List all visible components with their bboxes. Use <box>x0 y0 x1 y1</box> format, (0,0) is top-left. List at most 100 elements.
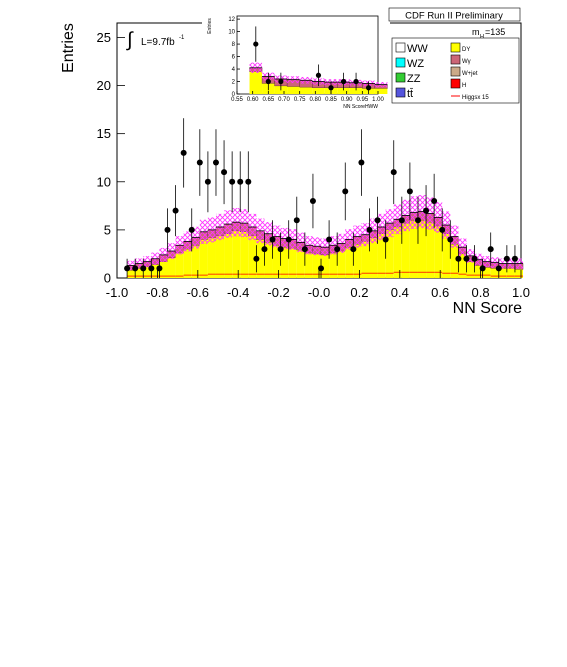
x-tick-label: 0.65 <box>262 97 274 103</box>
dy-bar <box>299 87 313 94</box>
data-point <box>180 149 187 156</box>
dy-bar <box>337 87 350 94</box>
x-tick-label: -0.6 <box>187 285 209 300</box>
dy-bar <box>256 239 265 278</box>
dy-bar <box>207 237 216 278</box>
main-x-ticks: -1.0 -0.8 -0.6 -0.4 -0.2 -0.0 0.2 0.4 0.6 0.8 1.0 <box>106 270 530 300</box>
x-tick-label: 0.4 <box>391 285 409 300</box>
y-tick-label: 5 <box>104 222 111 237</box>
dy-bar <box>474 265 483 278</box>
data-point <box>221 169 228 176</box>
x-tick-label: -0.0 <box>308 285 330 300</box>
main-y-axis-label: Entries <box>60 23 77 73</box>
data-point <box>479 265 486 272</box>
dy-bar <box>374 88 388 94</box>
data-point <box>431 198 438 205</box>
dy-bar <box>240 231 249 278</box>
dy-bar <box>329 252 338 278</box>
legend-label: W+jet <box>462 71 478 77</box>
dy-bar <box>167 257 176 278</box>
legend-swatch <box>450 78 461 89</box>
data-point <box>301 246 308 253</box>
data-point <box>277 246 284 253</box>
legend-swatch <box>395 57 406 68</box>
dy-bar <box>249 71 263 94</box>
data-point <box>124 265 131 272</box>
data-point <box>315 72 322 78</box>
dy-bar <box>409 220 418 278</box>
data-point <box>265 78 271 85</box>
legend-swatch <box>395 87 406 98</box>
dy-bar <box>287 86 300 94</box>
dy-bar <box>514 269 524 278</box>
y-tick-label: 6 <box>232 55 236 61</box>
dy-bar <box>143 266 152 278</box>
dy-bar <box>321 254 330 278</box>
legend-label: tt̄ <box>407 88 413 100</box>
dy-bar <box>417 220 427 278</box>
dy-bar <box>183 249 192 278</box>
x-tick-label: 0.75 <box>294 97 306 103</box>
x-tick-label: -0.8 <box>146 285 168 300</box>
legend-label: WW <box>407 43 428 55</box>
x-tick-label: 0.90 <box>341 97 353 103</box>
legend-label: WZ <box>407 58 424 70</box>
data-point <box>340 78 347 85</box>
data-point <box>487 246 494 253</box>
data-point <box>382 236 389 243</box>
experiment-label: CDF Run II Preliminary <box>405 11 503 22</box>
dy-bar <box>466 261 475 278</box>
data-point <box>140 265 147 272</box>
dy-bar <box>401 223 410 278</box>
data-point <box>261 246 268 253</box>
data-point <box>463 255 470 262</box>
data-point <box>366 85 372 91</box>
dy-bar <box>224 233 233 278</box>
data-point <box>328 85 334 91</box>
data-point <box>350 246 357 253</box>
legend-swatch <box>395 72 406 83</box>
mass-subscript: H <box>480 34 484 40</box>
luminosity-exponent: -1 <box>179 35 185 41</box>
legend-right-column: DY Wγ W+jet H Higgsx 15 <box>450 42 489 101</box>
dy-bar <box>232 230 241 278</box>
dy-bar <box>127 270 136 278</box>
data-point <box>406 188 413 195</box>
data-point <box>148 265 155 272</box>
legend-label: H <box>462 83 466 89</box>
data-point <box>172 207 179 214</box>
data-point <box>318 265 325 272</box>
dy-bar <box>345 247 354 278</box>
data-point <box>398 217 405 224</box>
dy-bar <box>296 250 305 278</box>
dy-bar <box>369 237 378 278</box>
dy-bar <box>312 253 322 278</box>
x-tick-label: 1.00 <box>372 97 384 103</box>
data-point <box>471 255 478 262</box>
luminosity-label: L=9.7fb <box>141 37 175 48</box>
y-tick-label: 8 <box>232 42 236 48</box>
x-tick-label: 0.6 <box>431 285 449 300</box>
data-point <box>390 169 397 176</box>
dy-bar <box>264 242 273 278</box>
data-point <box>156 265 163 272</box>
legend-label: Wγ <box>462 59 471 65</box>
data-point <box>285 236 292 243</box>
dy-bar <box>361 241 370 278</box>
data-point <box>366 226 373 233</box>
data-point <box>342 188 349 195</box>
x-tick-label: 0.2 <box>350 285 368 300</box>
dy-bar <box>377 233 386 278</box>
main-background-stack <box>126 195 524 278</box>
dy-bar <box>151 264 160 278</box>
dy-bar <box>248 235 257 278</box>
y-tick-label: 4 <box>232 67 236 73</box>
dy-bar <box>353 244 362 278</box>
integral-symbol: ∫ <box>126 29 134 51</box>
x-tick-label: -1.0 <box>106 285 128 300</box>
data-point <box>334 246 341 253</box>
dy-bar <box>304 252 313 278</box>
inset-x-axis-label: NN ScoreHWW <box>343 104 378 110</box>
dy-bar <box>506 268 515 278</box>
